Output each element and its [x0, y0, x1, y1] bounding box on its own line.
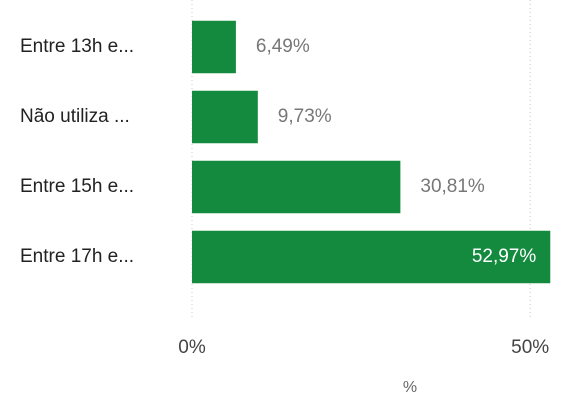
- bar: [192, 160, 401, 214]
- y-tick-label: Entre 15h e...: [20, 176, 134, 197]
- y-tick-label: Entre 13h e...: [20, 36, 134, 57]
- value-label: 52,97%: [472, 246, 537, 267]
- bar: [192, 20, 236, 74]
- x-axis-label: %: [403, 379, 417, 396]
- bar: [192, 230, 551, 284]
- value-label: 9,73%: [278, 106, 332, 127]
- x-tick-label: 0%: [178, 337, 206, 358]
- y-tick-label: Entre 17h e...: [20, 246, 134, 267]
- value-label: 30,81%: [420, 176, 485, 197]
- bar: [192, 90, 258, 144]
- value-label: 6,49%: [256, 36, 310, 57]
- x-tick-label: 50%: [511, 337, 549, 358]
- y-tick-label: Não utiliza ...: [20, 106, 130, 127]
